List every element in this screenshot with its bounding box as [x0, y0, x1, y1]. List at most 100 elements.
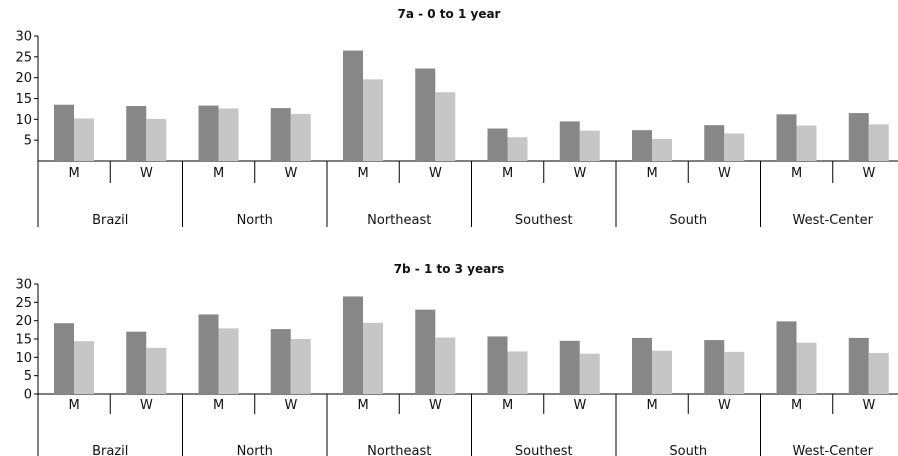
- bar: [724, 133, 745, 161]
- bar: [435, 92, 456, 161]
- region-label: West-Center: [793, 444, 874, 456]
- bar: [270, 329, 291, 394]
- category-label: M: [213, 166, 224, 181]
- bar: [435, 337, 456, 394]
- chart-panel: 7a - 0 to 1 year 5 10 15 20 25 30 M W M W M W M W M W M W B…: [15, 7, 898, 228]
- bar: [343, 296, 363, 394]
- category-label: W: [284, 166, 297, 181]
- bar: [796, 125, 817, 161]
- bar: [704, 340, 725, 394]
- y-tick-label: 25: [15, 50, 32, 65]
- bar: [559, 121, 580, 161]
- bar: [868, 352, 889, 394]
- y-tick-label: 20: [15, 314, 32, 329]
- bar: [579, 353, 600, 394]
- category-label: M: [502, 398, 513, 413]
- region-label: North: [237, 213, 273, 228]
- bar: [74, 118, 94, 161]
- region-label: Northeast: [367, 444, 431, 456]
- category-label: W: [862, 398, 875, 413]
- category-label: M: [647, 166, 658, 181]
- bar: [848, 113, 869, 161]
- category-label: W: [573, 166, 586, 181]
- category-label: M: [69, 166, 80, 181]
- bar: [146, 118, 167, 161]
- region-label: Brazil: [92, 444, 128, 456]
- category-label: W: [429, 166, 442, 181]
- y-tick-label: 10: [15, 113, 32, 128]
- region-label: North: [237, 444, 273, 456]
- category-label: M: [647, 398, 658, 413]
- bar: [74, 341, 94, 394]
- y-tick-label: 5: [24, 369, 32, 384]
- bar: [507, 137, 528, 161]
- bar: [579, 130, 600, 161]
- bar: [218, 328, 239, 394]
- chart-title: 7a - 0 to 1 year: [398, 7, 501, 21]
- category-label: M: [791, 166, 802, 181]
- category-label: M: [502, 166, 513, 181]
- bar: [126, 331, 147, 394]
- bar: [270, 108, 291, 161]
- bar: [652, 138, 672, 161]
- bar: [54, 323, 74, 394]
- bar: [415, 309, 436, 394]
- category-label: M: [791, 398, 802, 413]
- bar: [487, 128, 508, 161]
- category-label: W: [573, 398, 586, 413]
- bar: [632, 337, 652, 394]
- bar: [415, 68, 436, 161]
- bar: [868, 124, 889, 161]
- bar: [54, 104, 74, 161]
- region-label: South: [669, 213, 707, 228]
- bar: [290, 113, 311, 161]
- y-tick-label: 15: [15, 333, 32, 348]
- y-tick-label: 30: [15, 278, 32, 293]
- bar: [363, 322, 383, 394]
- y-tick-label: 15: [15, 92, 32, 107]
- bar: [507, 351, 528, 394]
- chart-title: 7b - 1 to 3 years: [394, 262, 505, 276]
- bar: [776, 114, 797, 161]
- bar: [343, 50, 363, 162]
- category-label: W: [718, 398, 731, 413]
- bar: [796, 342, 817, 394]
- y-tick-label: 30: [15, 30, 32, 45]
- category-label: M: [358, 398, 369, 413]
- bar: [487, 336, 508, 394]
- bar: [363, 79, 383, 161]
- bar: [652, 350, 672, 394]
- category-label: M: [358, 166, 369, 181]
- category-label: W: [140, 166, 153, 181]
- bar: [559, 340, 580, 394]
- bar: [126, 106, 147, 161]
- category-label: M: [69, 398, 80, 413]
- region-label: West-Center: [793, 213, 874, 228]
- bar: [776, 321, 797, 394]
- category-label: W: [140, 398, 153, 413]
- y-tick-label: 10: [15, 351, 32, 366]
- bar: [146, 347, 167, 394]
- y-tick-label: 25: [15, 296, 32, 311]
- bar: [724, 351, 745, 394]
- bar: [290, 339, 311, 394]
- category-label: M: [213, 398, 224, 413]
- category-label: W: [429, 398, 442, 413]
- y-tick-label: 5: [24, 134, 32, 149]
- region-label: South: [669, 444, 707, 456]
- category-label: W: [718, 166, 731, 181]
- category-label: W: [862, 166, 875, 181]
- bar: [198, 105, 219, 161]
- bar: [848, 337, 869, 394]
- y-tick-label: 0: [24, 388, 32, 403]
- region-label: Northeast: [367, 213, 431, 228]
- region-label: Brazil: [92, 213, 128, 228]
- bar: [218, 108, 239, 161]
- region-label: Southest: [515, 213, 573, 228]
- bar: [632, 130, 652, 161]
- y-tick-label: 20: [15, 71, 32, 86]
- bar: [704, 125, 725, 161]
- chart-panel: 7b - 1 to 3 years 0 5 10 15 20 25 30 M W M W M W M W M W M…: [15, 262, 898, 456]
- region-label: Southest: [515, 444, 573, 456]
